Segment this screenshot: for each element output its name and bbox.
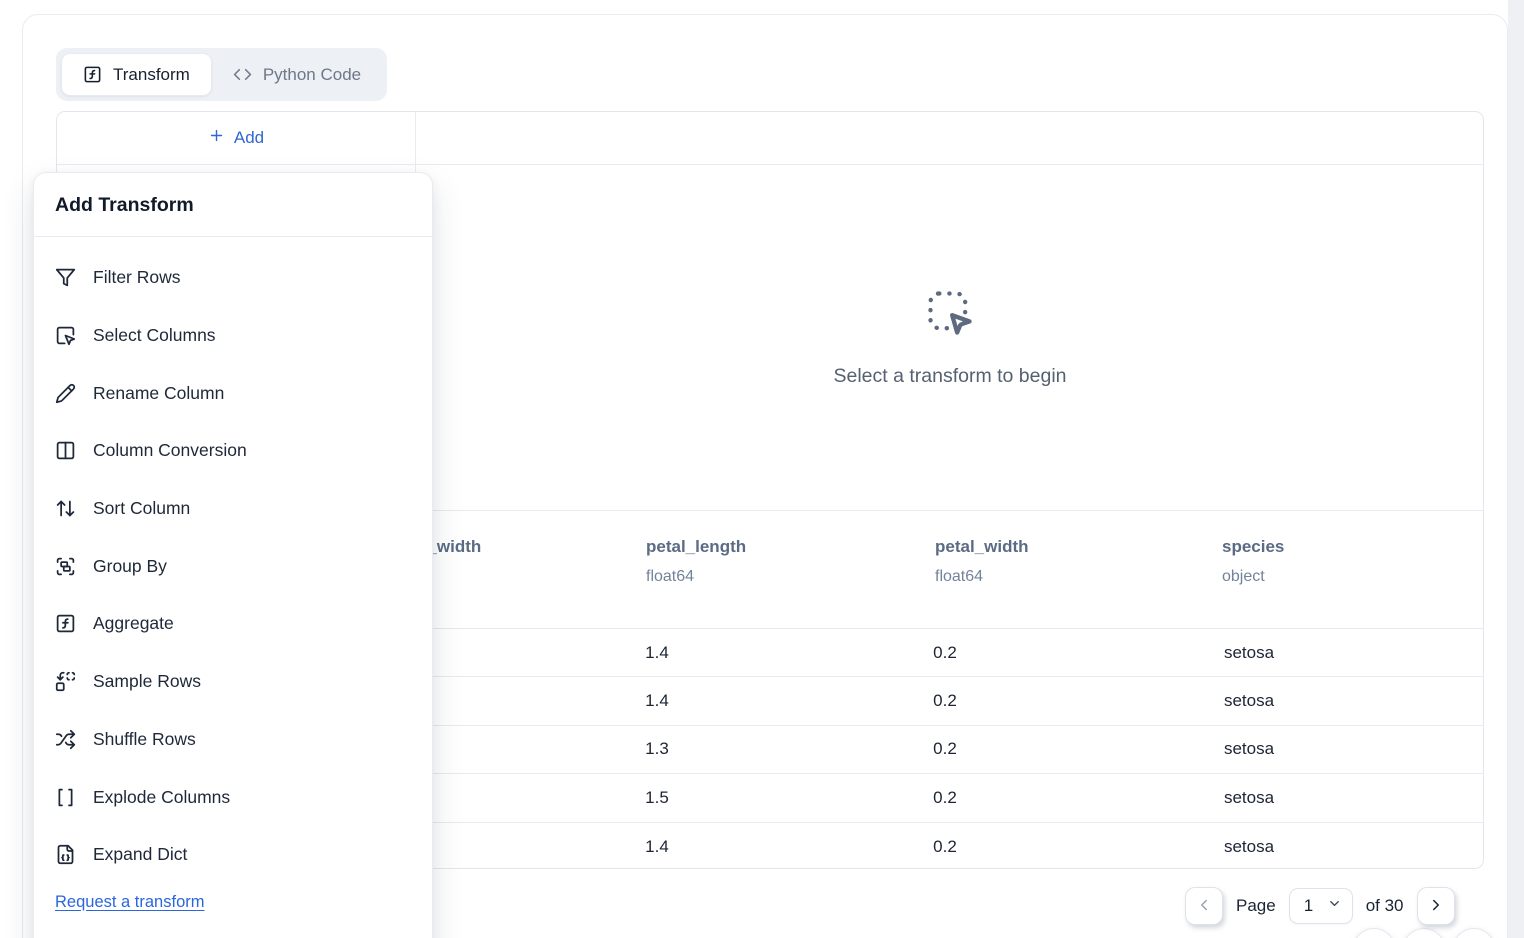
menu-item-label: Group By xyxy=(93,555,167,576)
cell-species: setosa xyxy=(1223,836,1275,856)
cell-petal_width: 0.2 xyxy=(933,739,957,759)
sample-rows-icon xyxy=(55,671,76,692)
menu-item-label: Filter Rows xyxy=(93,267,181,288)
floating-action-button[interactable] xyxy=(1453,928,1495,938)
total-pages-label: of 30 xyxy=(1365,896,1404,915)
column-header-petal_width[interactable]: petal_width xyxy=(935,537,1029,556)
column-dtype: object xyxy=(1222,568,1265,585)
table-row: 1.4 0.2 setosa xyxy=(57,823,1483,871)
function-square-icon xyxy=(83,65,102,84)
menu-item-select-columns[interactable]: Select Columns xyxy=(34,307,432,365)
cell-species: setosa xyxy=(1223,642,1275,662)
cell-petal_length: 1.3 xyxy=(645,739,669,759)
menu-items: Filter Rows Select Columns Rename Column Co… xyxy=(34,237,432,884)
chevron-down-icon xyxy=(1327,896,1342,916)
menu-item-label: Shuffle Rows xyxy=(93,728,196,749)
select-columns-icon xyxy=(55,325,76,346)
column-conversion-icon xyxy=(55,440,76,461)
data-table: sepal_widthpetal_lengthfloat64petal_widt… xyxy=(57,510,1483,870)
menu-item-label: Rename Column xyxy=(93,382,225,403)
column-header-species[interactable]: species xyxy=(1222,537,1285,556)
table-row: 1.4 0.2 setosa xyxy=(57,677,1483,726)
column-dtype: float64 xyxy=(646,568,695,585)
menu-item-label: Expand Dict xyxy=(93,844,188,865)
next-page-button[interactable] xyxy=(1416,887,1455,925)
table-row: 1.4 0.2 setosa xyxy=(57,629,1483,678)
cell-species: setosa xyxy=(1223,691,1275,711)
cell-petal_length: 1.4 xyxy=(645,836,669,856)
code-icon xyxy=(233,65,252,84)
menu-item-column-conversion[interactable]: Column Conversion xyxy=(34,422,432,480)
menu-item-label: Explode Columns xyxy=(93,786,231,807)
transform-preview-area: Select a transform to begin xyxy=(415,165,1485,510)
sort-column-icon xyxy=(55,498,76,519)
plus-icon xyxy=(208,127,225,149)
cell-petal_width: 0.2 xyxy=(933,787,957,807)
menu-item-label: Select Columns xyxy=(93,325,216,346)
menu-item-group-by[interactable]: Group By xyxy=(34,537,432,595)
menu-item-explode-columns[interactable]: Explode Columns xyxy=(34,768,432,826)
shuffle-rows-icon xyxy=(55,729,76,750)
box-select-cursor-icon xyxy=(924,287,976,339)
tab-transform[interactable]: Transform xyxy=(61,53,212,96)
chevron-right-icon xyxy=(1427,896,1445,917)
cell-petal_width: 0.2 xyxy=(933,642,957,662)
table-body: 1.4 0.2 setosa 1.4 0.2 setosa 1.3 0.2 setosa 1.5 0… xyxy=(57,629,1483,871)
menu-item-filter-rows[interactable]: Filter Rows xyxy=(34,249,432,307)
page-gutter xyxy=(1508,0,1524,938)
floating-action-button[interactable] xyxy=(1403,928,1445,938)
pagination: Page 1 of 30 xyxy=(1185,886,1455,926)
table-row: 1.3 0.2 setosa xyxy=(57,726,1483,775)
menu-item-shuffle-rows[interactable]: Shuffle Rows xyxy=(34,711,432,769)
cell-petal_length: 1.4 xyxy=(645,642,669,662)
page-select[interactable]: 1 xyxy=(1288,888,1353,924)
page-select-value: 1 xyxy=(1303,896,1314,915)
tab-transform-label: Transform xyxy=(113,64,190,84)
chevron-left-icon xyxy=(1195,896,1213,917)
tab-python-code[interactable]: Python Code xyxy=(212,53,382,96)
column-header-petal_length[interactable]: petal_length xyxy=(646,537,747,556)
cell-petal_width: 0.2 xyxy=(933,691,957,711)
menu-item-label: Sample Rows xyxy=(93,671,201,692)
page-label: Page xyxy=(1236,896,1276,915)
add-transform-menu: Add Transform Filter Rows Select Columns R… xyxy=(33,172,433,938)
prev-page-button[interactable] xyxy=(1185,887,1223,925)
floating-action-button[interactable] xyxy=(1353,928,1395,938)
menu-item-aggregate[interactable]: Aggregate xyxy=(34,595,432,653)
add-transform-button[interactable]: Add xyxy=(57,112,415,164)
tab-python-code-label: Python Code xyxy=(262,64,362,84)
cell-petal_length: 1.5 xyxy=(645,787,669,807)
cell-species: setosa xyxy=(1223,787,1275,807)
menu-item-label: Column Conversion xyxy=(93,440,247,461)
explode-columns-icon xyxy=(55,787,76,808)
editor-tabs: Transform Python Code xyxy=(56,48,388,101)
table-row: 1.5 0.2 setosa xyxy=(57,774,1483,823)
request-transform-link[interactable]: Request a transform xyxy=(55,892,205,911)
aggregate-icon xyxy=(55,613,76,634)
menu-item-sort-column[interactable]: Sort Column xyxy=(34,480,432,538)
preview-placeholder: Select a transform to begin xyxy=(833,365,1067,387)
menu-item-label: Sort Column xyxy=(93,498,191,519)
cell-petal_width: 0.2 xyxy=(933,836,957,856)
cell-petal_length: 1.4 xyxy=(645,691,669,711)
group-by-icon xyxy=(55,556,76,577)
menu-item-sample-rows[interactable]: Sample Rows xyxy=(34,653,432,711)
cell-species: setosa xyxy=(1223,739,1275,759)
menu-item-expand-dict[interactable]: Expand Dict xyxy=(34,826,432,884)
menu-title: Add Transform xyxy=(34,173,432,237)
expand-dict-icon xyxy=(55,844,76,865)
menu-item-rename-column[interactable]: Rename Column xyxy=(34,364,432,422)
filter-icon xyxy=(55,267,76,288)
menu-item-label: Aggregate xyxy=(93,613,174,634)
transform-list-header: Add xyxy=(57,112,1483,165)
column-dtype: float64 xyxy=(935,568,984,585)
add-button-label: Add xyxy=(233,128,265,147)
rename-column-icon xyxy=(55,383,76,404)
